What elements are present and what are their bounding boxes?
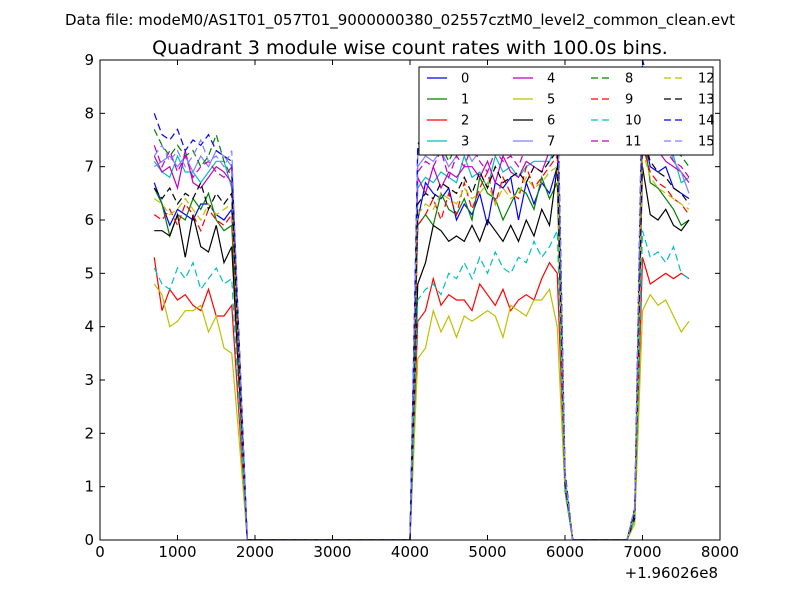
y-tick-label: 8 [84,104,94,122]
legend-label-10: 10 [625,114,642,129]
figure-suptitle: Data file: modeM0/AS1T01_057T01_90000003… [65,11,735,30]
y-tick-label: 9 [84,51,94,69]
y-tick-label: 3 [84,371,94,389]
legend-label-2: 2 [461,114,469,129]
axes-layer: 0 1000 2000 3000 4000 5000 6000 7000 80000123456… [84,51,739,561]
x-offset-label: +1.96026e8 [625,564,718,582]
chart-title: Quadrant 3 module wise count rates with … [152,37,668,59]
legend-label-15: 15 [698,135,715,150]
y-tick-label: 0 [84,531,94,549]
x-tick-label: 7000 [623,543,661,561]
legend-label-13: 13 [698,93,715,108]
series-line-6 [154,166,690,540]
legend-label-11: 11 [625,135,642,150]
x-tick-label: 4000 [391,543,429,561]
legend-label-3: 3 [461,135,469,150]
x-tick-label: 8000 [701,543,739,561]
legend-label-12: 12 [698,72,715,87]
x-tick-label: 0 [95,543,105,561]
y-tick-label: 2 [84,424,94,442]
y-tick-label: 6 [84,211,94,229]
x-tick-label: 1000 [158,543,196,561]
legend-label-8: 8 [625,72,633,87]
legend-label-1: 1 [461,93,469,108]
x-tick-label: 6000 [546,543,584,561]
y-tick-label: 5 [84,264,94,282]
y-tick-label: 7 [84,158,94,176]
x-tick-label: 2000 [236,543,274,561]
legend-box [418,66,714,156]
y-tick-label: 1 [84,478,94,496]
x-tick-label: 3000 [313,543,351,561]
x-tick-label: 5000 [468,543,506,561]
legend-label-0: 0 [461,72,469,87]
legend-label-6: 6 [547,114,555,129]
legend-label-4: 4 [547,72,555,87]
legend-label-7: 7 [547,135,555,150]
legend-label-5: 5 [547,93,555,108]
series-line-5 [153,283,690,540]
legend-label-14: 14 [698,114,715,129]
y-tick-label: 4 [84,318,94,336]
series-line-14 [153,60,690,540]
legend-label-9: 9 [625,93,633,108]
